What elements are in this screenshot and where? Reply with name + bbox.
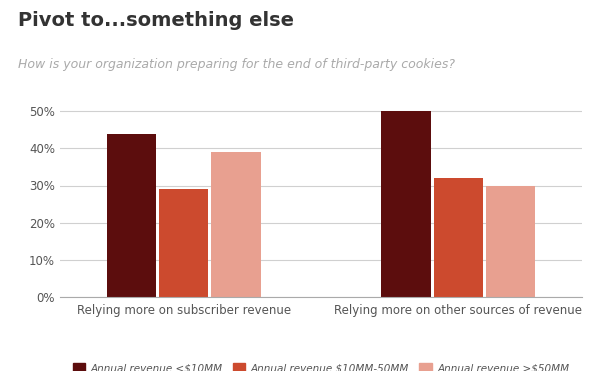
Text: Pivot to...something else: Pivot to...something else xyxy=(18,11,294,30)
Bar xyxy=(211,152,260,297)
Bar xyxy=(434,178,483,297)
Legend: Annual revenue <$10MM, Annual revenue $10MM-50MM, Annual revenue >$50MM: Annual revenue <$10MM, Annual revenue $1… xyxy=(68,359,574,371)
Text: How is your organization preparing for the end of third-party cookies?: How is your organization preparing for t… xyxy=(18,58,455,70)
Bar xyxy=(486,186,535,297)
Bar xyxy=(382,111,431,297)
Bar xyxy=(159,189,208,297)
Bar xyxy=(107,134,156,297)
